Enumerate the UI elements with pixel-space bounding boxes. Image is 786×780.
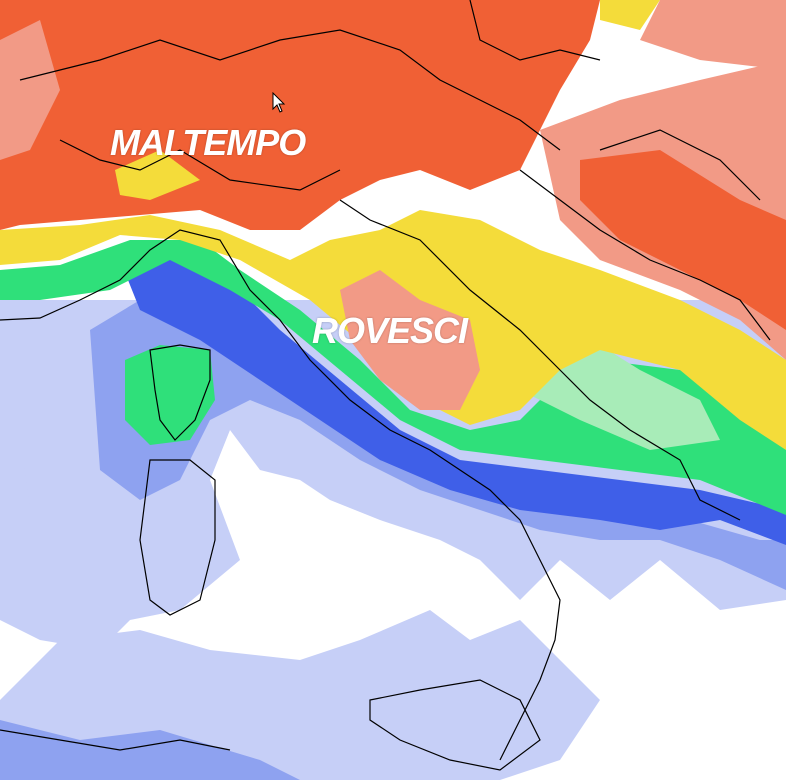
blue-zone: [120, 240, 786, 545]
yellow-patch-north: [115, 150, 200, 200]
salmon-zone-ne: [640, 0, 786, 70]
light-blue-zone-west: [20, 430, 120, 540]
label-rovesci: ROVESCI: [312, 310, 468, 351]
green-zone: [0, 240, 786, 515]
mid-blue-zone: [0, 720, 300, 780]
salmon-patch-nw: [0, 20, 60, 160]
corsica-green: [125, 345, 215, 445]
label-maltempo: MALTEMPO: [110, 122, 306, 163]
salmon-zone-central: [340, 270, 480, 410]
mouse-cursor-icon: [272, 92, 286, 113]
orange-red-zone-east: [580, 150, 786, 330]
yellow-zone-ne: [600, 0, 660, 30]
coastlines-and-borders: [0, 0, 771, 771]
